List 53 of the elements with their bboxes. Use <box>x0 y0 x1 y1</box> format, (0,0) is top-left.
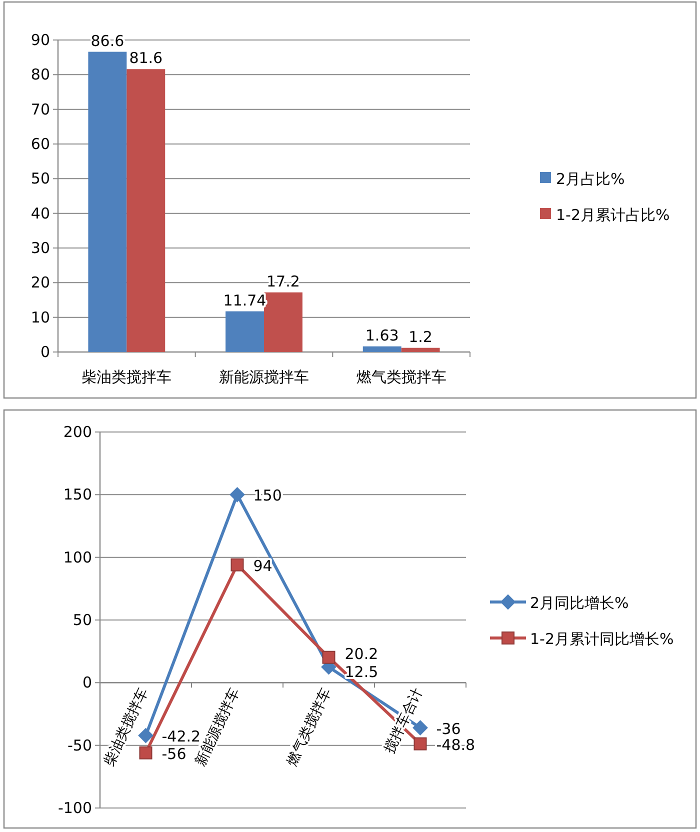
y-tick-label: 90 <box>30 31 50 49</box>
y-tick-label: 10 <box>30 308 50 326</box>
data-label: 94 <box>253 556 272 575</box>
y-tick-label: 0 <box>82 674 92 692</box>
bar <box>362 346 402 352</box>
y-tick-label: 80 <box>30 66 50 84</box>
y-tick-label: 60 <box>30 135 50 153</box>
bar <box>401 348 440 352</box>
data-label: -56 <box>162 744 186 763</box>
y-tick-label: 50 <box>72 611 92 629</box>
legend-label: 1-2月累计同比增长% <box>530 630 674 648</box>
point <box>139 746 152 760</box>
bar <box>264 292 302 352</box>
y-tick-label: 70 <box>30 100 50 118</box>
point <box>230 487 245 502</box>
y-tick-label: 0 <box>40 343 50 361</box>
y-tick-label: 20 <box>30 274 50 292</box>
legend-label: 1-2月累计占比% <box>556 206 670 224</box>
data-label: -48.8 <box>436 736 476 754</box>
data-label: 86.6 <box>90 32 124 50</box>
point <box>138 728 154 744</box>
bar <box>126 69 166 352</box>
y-tick-label: 40 <box>30 204 50 222</box>
point <box>322 650 336 664</box>
x-tick-label: 燃气类搅拌车 <box>284 686 334 768</box>
data-label: 20.2 <box>344 645 378 664</box>
y-tick-label: 30 <box>30 239 50 257</box>
data-label: 12.5 <box>344 663 378 682</box>
data-label: 1.63 <box>365 326 399 344</box>
x-tick-label: 燃气类搅拌车 <box>356 368 446 386</box>
data-label: 1.2 <box>408 328 432 346</box>
data-label: 150 <box>253 486 282 505</box>
y-tick-label: -100 <box>58 799 92 817</box>
x-tick-label: 柴油类搅拌车 <box>82 368 172 386</box>
y-tick-label: 200 <box>63 423 92 441</box>
data-label: -42.2 <box>162 728 201 746</box>
y-tick-label: 50 <box>30 170 50 188</box>
y-tick-label: 100 <box>63 548 92 566</box>
y-tick-label: 150 <box>63 486 92 504</box>
bar <box>226 311 264 352</box>
data-label: 17.2 <box>266 272 300 290</box>
legend-label: 2月同比增长% <box>530 594 629 612</box>
point <box>412 720 428 736</box>
point <box>230 558 244 572</box>
legend-label: 2月占比% <box>556 170 625 188</box>
data-label: -36 <box>436 720 461 738</box>
y-tick-label: -50 <box>68 736 92 754</box>
x-tick-label: 新能源搅拌车 <box>219 368 309 386</box>
data-label: 81.6 <box>129 49 163 68</box>
x-tick-label: 搅拌车合计 <box>382 686 426 756</box>
x-tick-label: 柴油类搅拌车 <box>101 686 152 768</box>
bar <box>88 52 127 352</box>
point <box>414 737 427 750</box>
